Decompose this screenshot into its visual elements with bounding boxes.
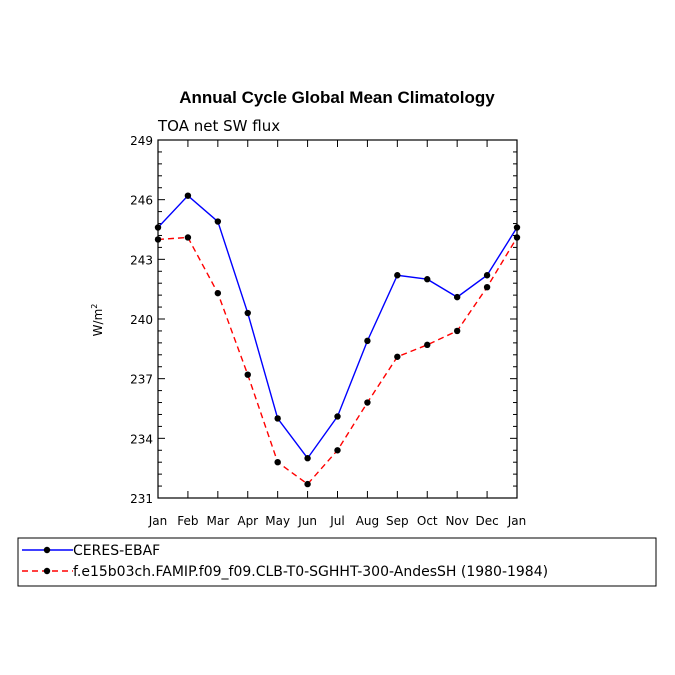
series-1-point (214, 218, 222, 225)
x-tick-label: Nov (445, 514, 468, 528)
chart-title: Annual Cycle Global Mean Climatology (179, 88, 495, 107)
legend-label-1: CERES-EBAF (73, 543, 160, 559)
x-tick-label: May (265, 514, 290, 528)
series-2-point (394, 353, 401, 360)
x-tick-label: Aug (356, 514, 379, 528)
y-tick-label: 246 (130, 194, 153, 208)
series-1-point (274, 415, 281, 422)
series-2-point (364, 399, 371, 406)
plot-area: 231 234 237 240 243 246 249 Jan Feb Mar Apr May Jun J… (130, 134, 526, 528)
y-tick-label: 249 (130, 134, 153, 148)
series-2-point (274, 459, 281, 466)
series-1-point (304, 455, 311, 462)
x-tick-label: Jan (507, 514, 527, 528)
series-1-point (513, 224, 521, 231)
legend-label-2: f.e15b03ch.FAMIP.f09_f09.CLB-T0-SGHHT-30… (73, 564, 548, 580)
x-tick-label: Jun (297, 514, 317, 528)
legend-marker-1 (43, 546, 51, 554)
series-2-point (244, 371, 251, 378)
legend: CERES-EBAF f.e15b03ch.FAMIP.f09_f09.CLB-T… (17, 537, 657, 587)
x-tick-label: Dec (475, 514, 498, 528)
legend-marker-2 (43, 567, 51, 575)
x-tick-label: Oct (417, 514, 438, 528)
chart-subtitle: TOA net SW flux (157, 117, 280, 135)
series-1-point (364, 337, 371, 345)
series-1-point (244, 309, 251, 317)
series-1-point (483, 272, 491, 279)
series-1-point (453, 293, 461, 301)
y-tick-label: 234 (130, 432, 153, 446)
y-axis-label: W/m2 (90, 304, 105, 337)
series-1-point (184, 192, 192, 199)
series-2-point (513, 234, 521, 241)
x-tick-label: Jan (148, 514, 168, 528)
x-tick-label: Apr (237, 514, 258, 528)
series-2-point (334, 447, 341, 454)
x-tick-label: Jul (329, 514, 344, 528)
y-axis-label-superscript: 2 (90, 304, 99, 309)
y-tick-label: 240 (130, 313, 153, 327)
x-tick-label: Sep (386, 514, 409, 528)
legend-box (17, 537, 657, 587)
series-2-point (304, 480, 311, 488)
y-tick-label: 237 (130, 373, 153, 387)
series-2-point (424, 341, 431, 349)
x-tick-label: Mar (207, 514, 230, 528)
series-2-point (184, 234, 192, 241)
series-1-point (154, 224, 162, 231)
series-1-point (394, 272, 401, 279)
y-tick-label: 243 (130, 253, 153, 267)
series-2-point (453, 327, 461, 335)
series-2-point (214, 289, 222, 297)
y-axis-label-base: W/m (91, 309, 105, 337)
series-1-point (424, 276, 431, 283)
y-tick-label: 231 (130, 492, 153, 506)
x-tick-label: Feb (177, 514, 198, 528)
series-2-point (483, 283, 491, 291)
series-2-point (154, 236, 162, 243)
series-1-point (334, 413, 341, 420)
